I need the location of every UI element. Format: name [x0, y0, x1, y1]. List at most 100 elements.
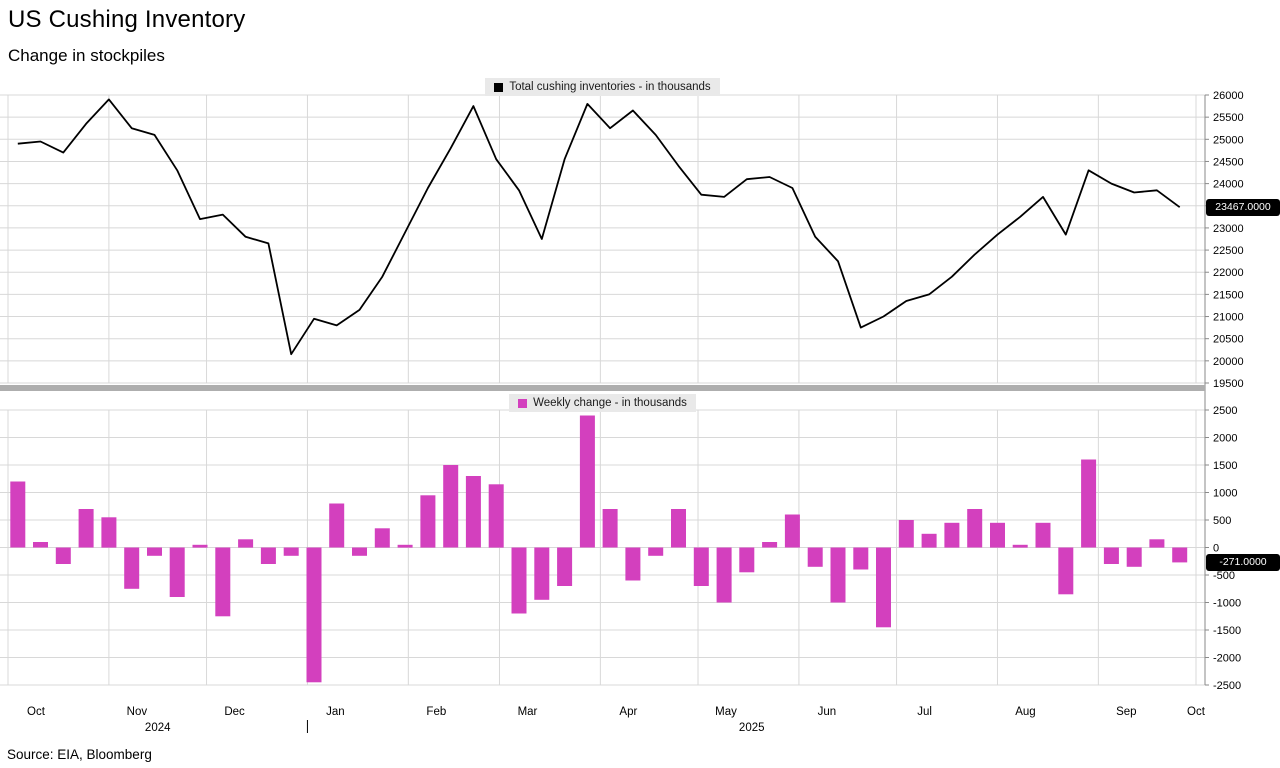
y-axis-tick-label: 21500 [1213, 289, 1244, 301]
y-axis-tick-label: 26000 [1213, 90, 1244, 102]
x-axis-month-label: Oct [27, 706, 46, 718]
y-axis-tick-label: 23000 [1213, 223, 1244, 235]
last-value-badge-inventories: 23467.0000 [1206, 199, 1280, 216]
y-axis-tick-label: 22500 [1213, 245, 1244, 257]
weekly-change-bar [693, 547, 709, 586]
weekly-change-bar [1172, 547, 1188, 563]
y-axis-tick-label: 20500 [1213, 334, 1244, 346]
weekly-change-bar [990, 522, 1005, 548]
x-axis-month-label: Mar [518, 706, 538, 718]
weekly-change-bar [830, 547, 846, 603]
y-axis-tick-label: 21000 [1213, 312, 1244, 324]
weekly-change-bar [784, 514, 800, 548]
x-axis-month-label: Dec [224, 706, 245, 718]
weekly-change-bar [762, 542, 778, 548]
weekly-change-bar [625, 547, 641, 581]
page-title: US Cushing Inventory [8, 6, 246, 33]
x-axis-month-label: Nov [127, 706, 148, 718]
y-axis-tick-label: -1500 [1213, 625, 1241, 637]
legend-inventories-label: Total cushing inventories - in thousands [509, 81, 711, 93]
weekly-change-bar [602, 509, 618, 548]
y-axis-tick-label: -500 [1213, 570, 1235, 582]
x-axis-month-label: Oct [1187, 706, 1206, 718]
y-axis-tick-label: 19500 [1213, 378, 1244, 390]
x-axis-month-label: Aug [1015, 706, 1035, 718]
y-axis-tick-label: 2000 [1213, 433, 1237, 445]
weekly-change-bar [169, 547, 185, 597]
legend-inventories: Total cushing inventories - in thousands [485, 78, 720, 96]
y-axis-tick-label: 25000 [1213, 134, 1244, 146]
y-axis-tick-label: 24500 [1213, 156, 1244, 168]
y-axis-tick-label: 1000 [1213, 488, 1237, 500]
y-axis-tick-label: 22000 [1213, 267, 1244, 279]
weekly-change-bar [1058, 547, 1074, 595]
bar-series-swatch [518, 398, 528, 408]
x-axis-month-label: Jul [917, 706, 932, 718]
weekly-change-bar [648, 547, 664, 556]
weekly-change-bar [306, 547, 322, 683]
chart-subtitle: Change in stockpiles [8, 46, 165, 65]
weekly-change-bar [739, 547, 755, 573]
weekly-change-bar [488, 484, 504, 548]
inventories-line-series [17, 98, 1181, 356]
weekly-change-bar [238, 539, 254, 548]
legend-row-top: Total cushing inventories - in thousands [0, 78, 1205, 96]
y-axis-tick-label: 24000 [1213, 179, 1244, 191]
weekly-change-bar [33, 542, 48, 548]
weekly-change-bar [374, 528, 390, 548]
weekly-change-bar [101, 517, 117, 548]
weekly-change-bar [716, 547, 732, 603]
weekly-change-bar [876, 547, 891, 628]
x-axis-month-label: Apr [619, 706, 637, 718]
weekly-change-bar [124, 547, 140, 589]
weekly-change-bar [352, 547, 367, 556]
weekly-change-bar [329, 503, 345, 548]
x-axis-year-label: 2024 [145, 722, 171, 734]
weekly-change-bar [443, 465, 459, 548]
weekly-change-bar [671, 509, 686, 548]
chart-region: 2600025500250002450024000235002300022500… [0, 75, 1280, 768]
line-series-swatch [494, 82, 504, 92]
weekly-change-bar [921, 533, 937, 548]
weekly-change-bar [215, 547, 231, 617]
weekly-change-bar [1081, 459, 1097, 548]
chart-svg: 2600025500250002450024000235002300022500… [0, 90, 1244, 734]
last-value-badge-weekly-change: -271.0000 [1206, 554, 1280, 571]
weekly-change-bar [557, 547, 573, 586]
legend-row-bottom: Weekly change - in thousands [0, 394, 1205, 412]
x-axis-month-label: May [715, 706, 737, 718]
weekly-change-bar [853, 547, 869, 570]
weekly-change-bar [967, 509, 983, 548]
weekly-change-bar [511, 547, 527, 614]
weekly-change-bar [534, 547, 550, 600]
source-note: Source: EIA, Bloomberg [7, 747, 152, 762]
weekly-change-bar [465, 476, 481, 548]
weekly-change-bar [807, 547, 823, 567]
y-axis-tick-label: 1500 [1213, 460, 1237, 472]
legend-weekly-change-label: Weekly change - in thousands [533, 397, 687, 409]
y-axis-tick-label: 500 [1213, 515, 1231, 527]
x-axis-month-label: Jun [818, 706, 837, 718]
y-axis-tick-label: 2500 [1213, 405, 1237, 417]
y-axis-tick-label: -2500 [1213, 680, 1241, 692]
legend-weekly-change: Weekly change - in thousands [509, 394, 696, 412]
weekly-change-bar [260, 547, 276, 564]
weekly-change-bar [397, 544, 413, 548]
y-axis-tick-label: 20000 [1213, 356, 1244, 368]
weekly-change-bar [1035, 522, 1051, 548]
weekly-change-bar [147, 547, 162, 556]
weekly-change-bar [1103, 547, 1119, 564]
weekly-change-bar [1149, 539, 1165, 548]
weekly-change-bar [10, 481, 26, 548]
y-axis-tick-label: 25500 [1213, 112, 1244, 124]
y-axis-tick-label: 0 [1213, 543, 1219, 555]
weekly-change-bar [78, 509, 94, 548]
weekly-change-bar [898, 520, 914, 548]
weekly-change-bar [420, 495, 436, 548]
weekly-change-bar [1126, 547, 1142, 567]
weekly-change-bar [944, 522, 960, 548]
weekly-change-bar [55, 547, 71, 564]
weekly-change-bar [1012, 544, 1028, 548]
x-axis-month-label: Sep [1116, 706, 1136, 718]
x-axis-month-label: Feb [426, 706, 446, 718]
